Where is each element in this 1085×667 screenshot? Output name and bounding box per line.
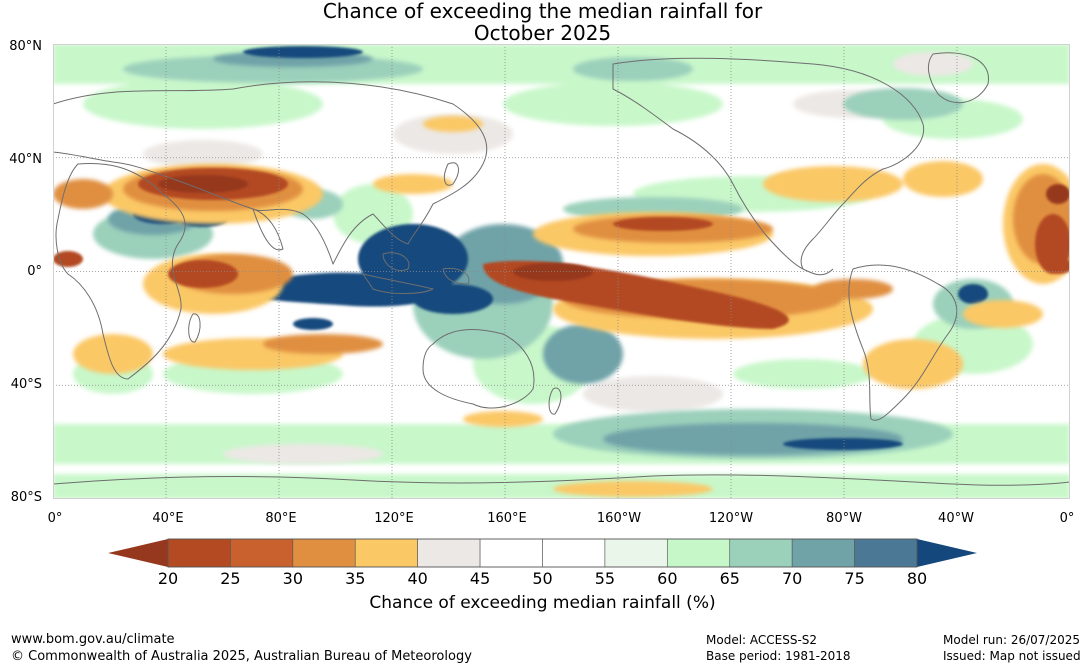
rainfall-probability-map xyxy=(53,44,1070,499)
lon-label-40w: 40°W xyxy=(938,511,974,526)
lat-label-80n: 80°N xyxy=(9,39,42,54)
colorbar-tick-label: 25 xyxy=(220,569,240,588)
colorbar-segment xyxy=(854,538,918,568)
colorbar-segment xyxy=(354,538,418,568)
lon-label-0: 0° xyxy=(47,511,63,526)
copyright-text: © Commonwealth of Australia 2025, Austra… xyxy=(11,649,472,664)
lat-label-0: 0° xyxy=(27,264,42,279)
colorbar-tick-label: 45 xyxy=(470,569,490,588)
colorbar-tick-label: 50 xyxy=(532,569,552,588)
colorbar-tick-label: 20 xyxy=(158,569,178,588)
colorbar-tick-label: 60 xyxy=(657,569,677,588)
colorbar-tick-labels: 20 25 30 35 40 45 50 55 60 65 70 75 80 xyxy=(158,569,927,588)
colorbar-tick-label: 35 xyxy=(345,569,365,588)
lon-label-120e: 120°E xyxy=(374,511,414,526)
colorbar-segment xyxy=(542,538,606,568)
lon-label-80e: 80°E xyxy=(265,511,297,526)
website-link[interactable]: www.bom.gov.au/climate xyxy=(11,632,175,647)
colorbar-low-extension xyxy=(108,539,168,567)
colorbar-segments xyxy=(167,538,918,568)
model-name: Model: ACCESS-S2 xyxy=(706,633,818,647)
base-period: Base period: 1981-2018 xyxy=(706,649,851,663)
colorbar-segment xyxy=(230,538,294,568)
colorbar-tick-label: 55 xyxy=(595,569,615,588)
map-title-line2: October 2025 xyxy=(473,21,612,45)
colorbar-tick-label: 30 xyxy=(283,569,303,588)
coastlines xyxy=(53,52,1070,486)
colorbar-tick-label: 70 xyxy=(782,569,802,588)
colorbar-segment xyxy=(417,538,481,568)
colorbar: 20 25 30 35 40 45 50 55 60 65 70 75 80 xyxy=(108,538,977,588)
colorbar-high-extension xyxy=(917,539,977,567)
colorbar-tick-label: 80 xyxy=(907,569,927,588)
anomaly-dark-brown-regions xyxy=(158,175,1070,281)
lat-label-80s: 80°S xyxy=(10,490,42,505)
colorbar-segment xyxy=(604,538,668,568)
colorbar-label: Chance of exceeding median rainfall (%) xyxy=(369,593,716,613)
colorbar-tick-label: 65 xyxy=(720,569,740,588)
map-title-line1: Chance of exceeding the median rainfall … xyxy=(322,0,763,23)
lon-label-160e: 160°E xyxy=(487,511,527,526)
lon-label-160w: 160°W xyxy=(596,511,642,526)
lon-label-80w: 80°W xyxy=(826,511,862,526)
lon-label-0-right: 0° xyxy=(1059,511,1075,526)
model-run-date: Model run: 26/07/2025 xyxy=(943,633,1081,647)
colorbar-tick-label: 40 xyxy=(407,569,427,588)
colorbar-segment xyxy=(667,538,731,568)
colorbar-tick-label: 75 xyxy=(844,569,864,588)
colorbar-segment xyxy=(292,538,356,568)
colorbar-segment xyxy=(479,538,543,568)
issued-status: Issued: Map not issued xyxy=(943,649,1081,663)
lat-label-40n: 40°N xyxy=(9,152,42,167)
colorbar-segment xyxy=(791,538,855,568)
lon-label-120w: 120°W xyxy=(708,511,754,526)
colorbar-segment xyxy=(167,538,231,568)
lat-label-40s: 40°S xyxy=(10,377,42,392)
lon-label-40e: 40°E xyxy=(152,511,184,526)
graticule xyxy=(53,44,1070,499)
colorbar-segment xyxy=(729,538,793,568)
